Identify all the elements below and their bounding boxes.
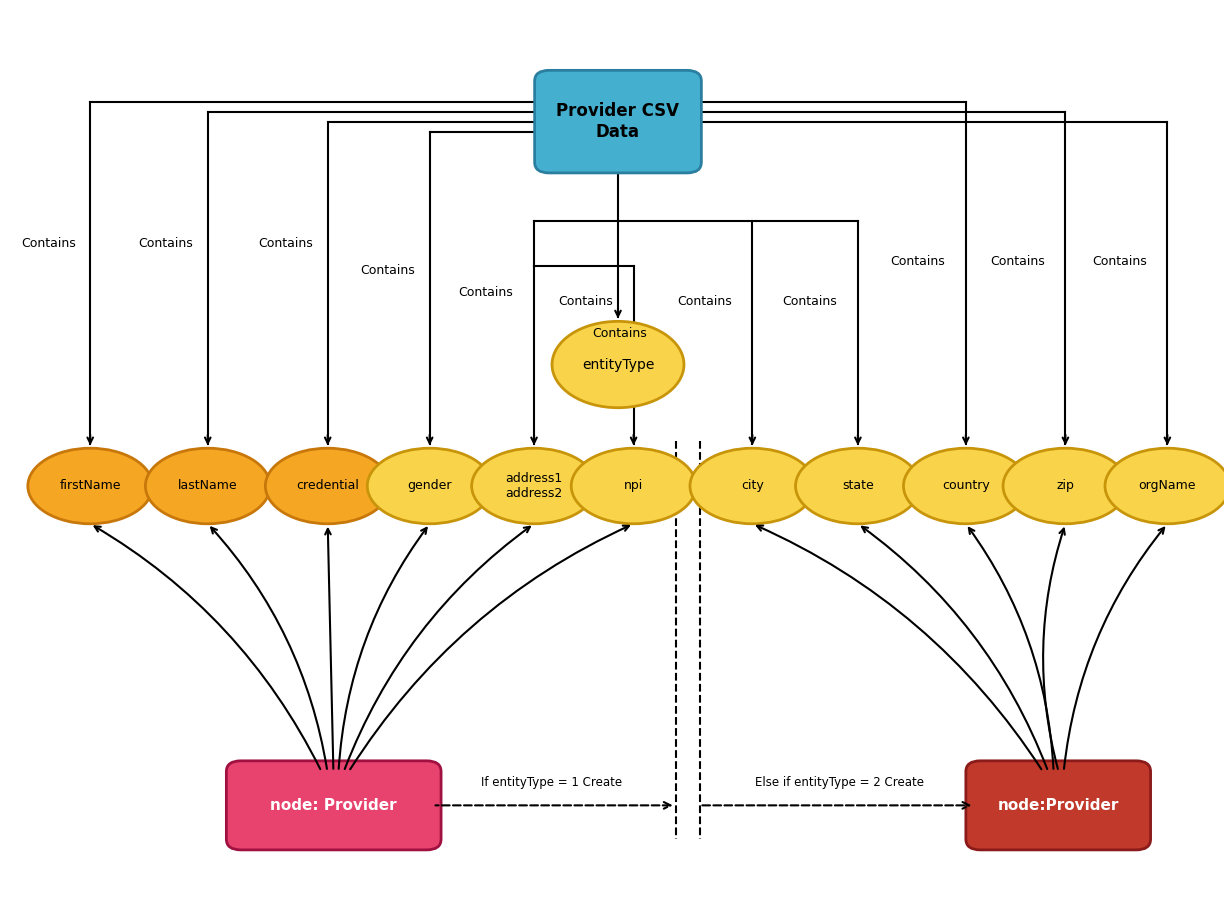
Text: Contains: Contains <box>258 237 313 250</box>
Text: entityType: entityType <box>581 357 654 372</box>
Ellipse shape <box>572 448 696 524</box>
Text: npi: npi <box>624 479 644 492</box>
Ellipse shape <box>28 448 153 524</box>
Ellipse shape <box>471 448 596 524</box>
Text: Else if entityType = 2 Create: Else if entityType = 2 Create <box>755 776 924 789</box>
Text: Contains: Contains <box>21 237 76 250</box>
Ellipse shape <box>903 448 1028 524</box>
Text: state: state <box>842 479 874 492</box>
Text: credential: credential <box>296 479 359 492</box>
Text: lastName: lastName <box>177 479 237 492</box>
Ellipse shape <box>367 448 492 524</box>
FancyBboxPatch shape <box>226 761 441 850</box>
Text: Contains: Contains <box>1092 254 1147 267</box>
Text: Contains: Contains <box>459 286 513 299</box>
FancyBboxPatch shape <box>535 71 701 173</box>
Ellipse shape <box>266 448 390 524</box>
Text: Contains: Contains <box>677 295 732 308</box>
Ellipse shape <box>146 448 271 524</box>
Ellipse shape <box>690 448 815 524</box>
Text: address1
address2: address1 address2 <box>506 472 563 500</box>
Ellipse shape <box>796 448 920 524</box>
Text: node:Provider: node:Provider <box>998 798 1119 812</box>
Text: Contains: Contains <box>891 254 945 267</box>
Ellipse shape <box>552 321 684 408</box>
Text: Contains: Contains <box>138 237 193 250</box>
Text: Contains: Contains <box>782 295 837 308</box>
Text: Contains: Contains <box>990 254 1045 267</box>
Text: node: Provider: node: Provider <box>271 798 397 812</box>
Text: If entityType = 1 Create: If entityType = 1 Create <box>481 776 622 789</box>
Text: orgName: orgName <box>1138 479 1196 492</box>
Text: country: country <box>942 479 990 492</box>
Text: Contains: Contains <box>558 295 613 308</box>
Ellipse shape <box>1002 448 1127 524</box>
Text: zip: zip <box>1056 479 1075 492</box>
Text: Contains: Contains <box>592 327 646 340</box>
Text: Contains: Contains <box>360 263 415 276</box>
Text: city: city <box>741 479 764 492</box>
FancyBboxPatch shape <box>966 761 1151 850</box>
Text: firstName: firstName <box>60 479 121 492</box>
Text: gender: gender <box>408 479 452 492</box>
Ellipse shape <box>1105 448 1224 524</box>
Text: Provider CSV
Data: Provider CSV Data <box>557 102 679 141</box>
